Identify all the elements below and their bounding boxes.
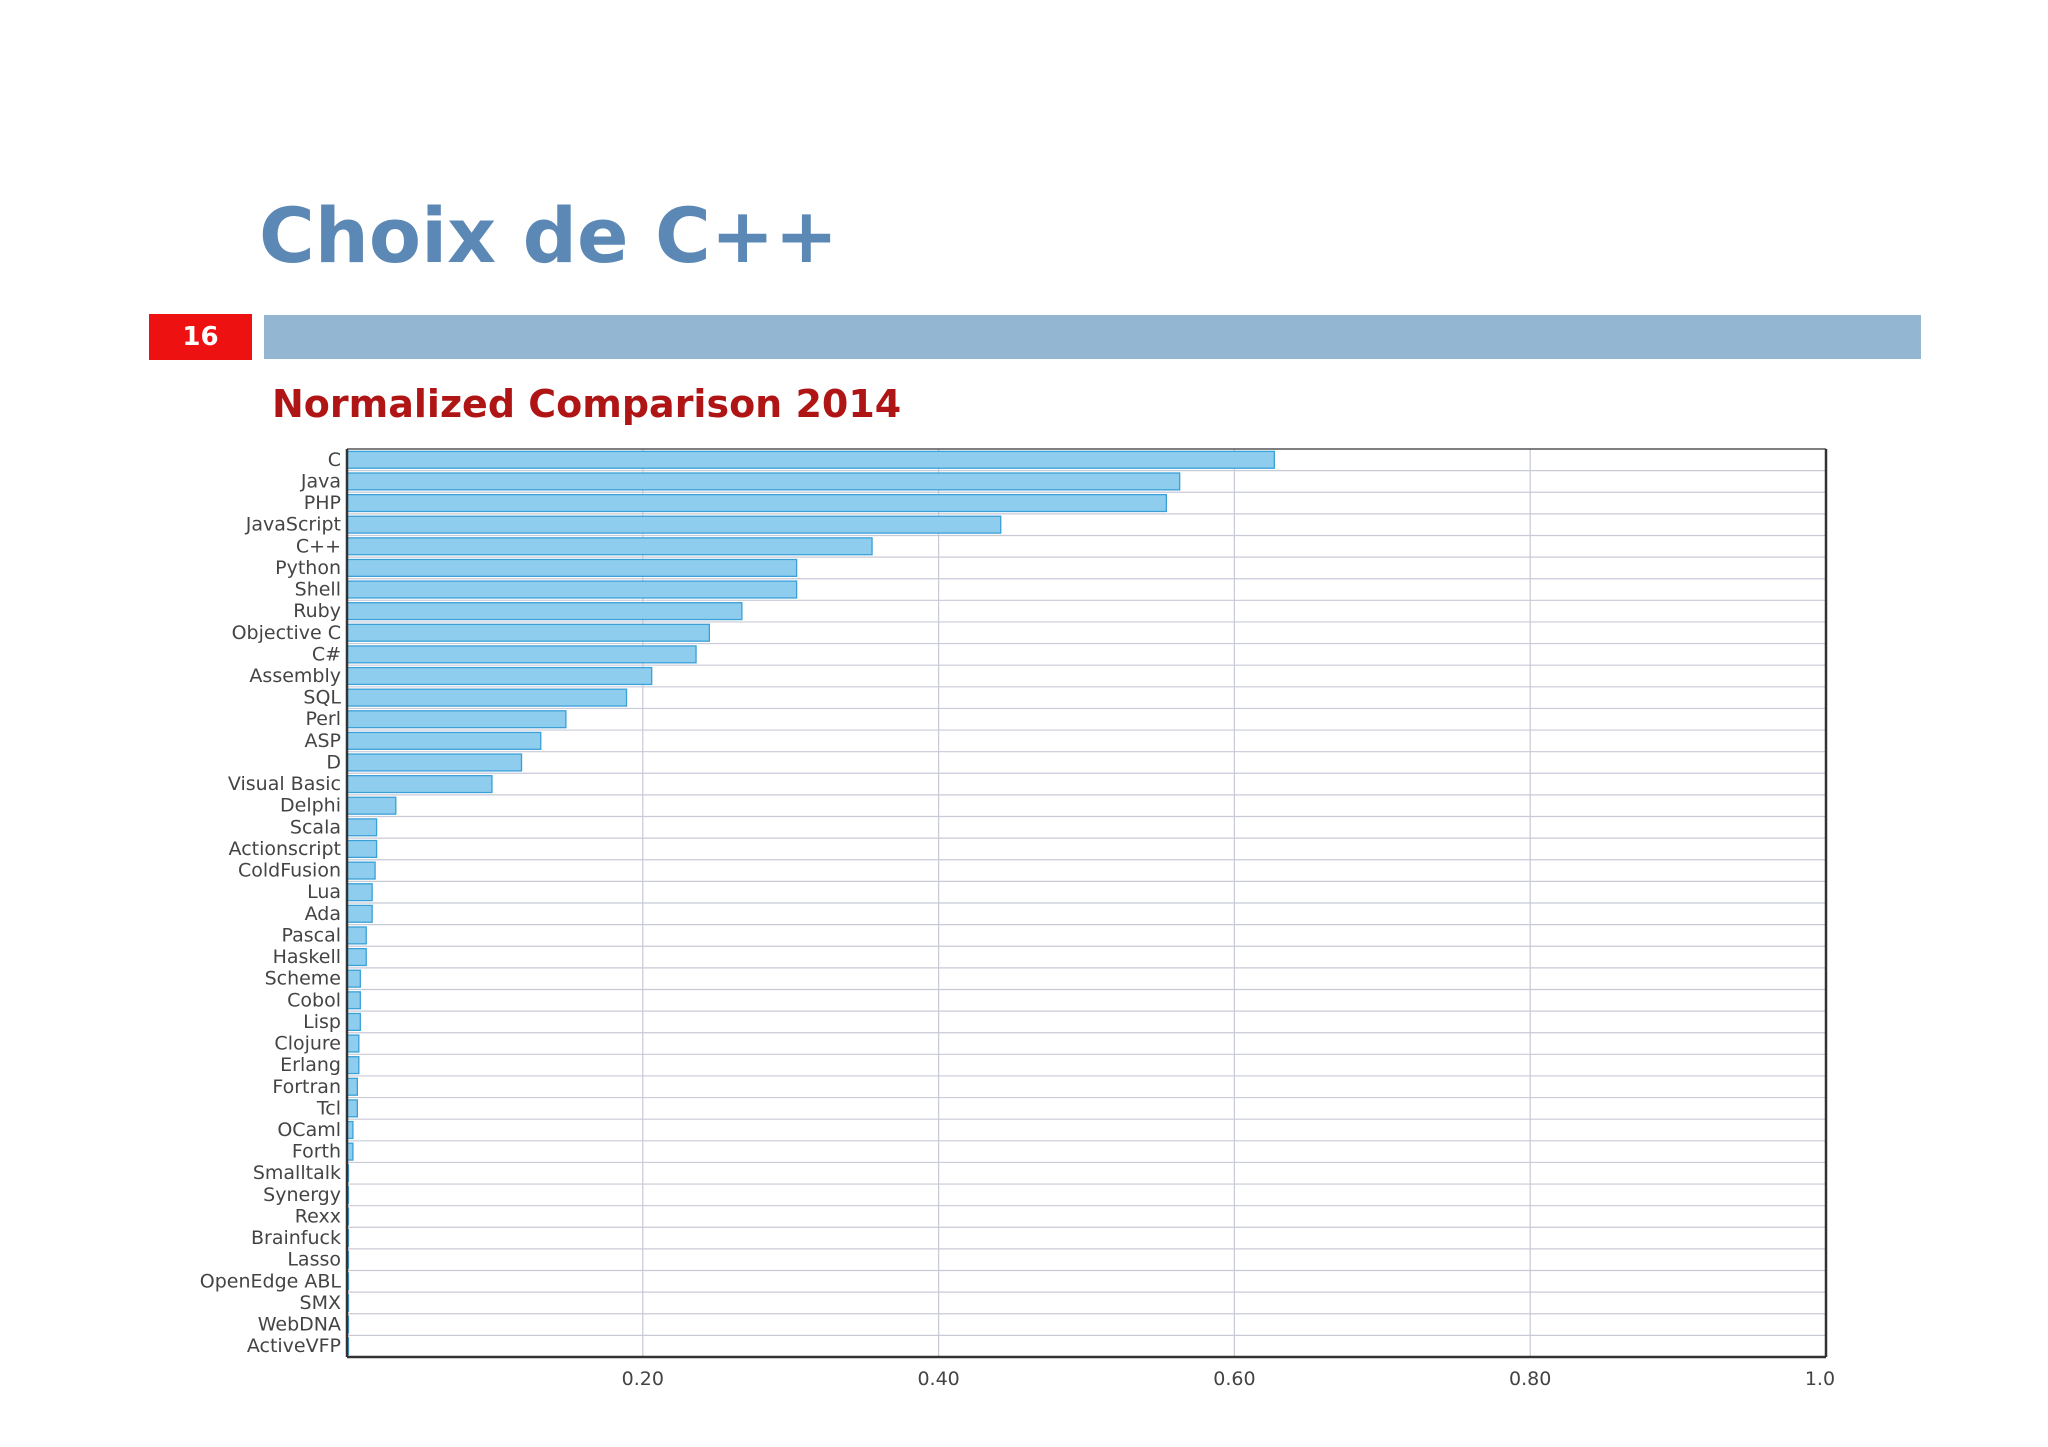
bar (346, 1056, 360, 1075)
category-label: Rexx (295, 1205, 341, 1227)
bar (346, 580, 798, 599)
bar (346, 926, 367, 945)
category-label: Scala (290, 816, 341, 838)
bar (346, 796, 397, 815)
x-tick-label: 1.00 (1805, 1368, 1847, 1390)
category-label: ActiveVFP (247, 1335, 341, 1357)
category-label: WebDNA (258, 1314, 341, 1336)
category-label: Visual Basic (228, 773, 341, 795)
bar (346, 645, 697, 664)
bar (346, 515, 1002, 534)
bar (346, 775, 493, 794)
bar (346, 493, 1168, 513)
bar (346, 1099, 359, 1118)
bar (346, 623, 711, 642)
category-label: Python (275, 557, 341, 579)
category-label: Assembly (249, 665, 341, 687)
bar (346, 731, 542, 750)
category-label: Forth (292, 1141, 341, 1163)
category-label: Ruby (293, 600, 341, 622)
category-label: ColdFusion (238, 860, 341, 882)
category-label: Actionscript (229, 838, 341, 860)
bar (346, 991, 361, 1010)
bar (346, 861, 376, 880)
category-label: Clojure (274, 1033, 341, 1055)
bar (346, 818, 378, 837)
bar (346, 1012, 361, 1031)
category-label: Ada (305, 903, 341, 925)
category-label: OCaml (277, 1119, 341, 1141)
bars (346, 450, 1275, 1356)
category-label: SMX (300, 1292, 341, 1314)
bar (346, 602, 743, 621)
category-label: SQL (303, 687, 341, 709)
bar (346, 1077, 359, 1096)
header-bar (264, 315, 1921, 359)
slide-title: Choix de C++ (259, 191, 839, 280)
category-label: Shell (295, 579, 341, 601)
category-label: C (328, 449, 341, 471)
category-label: Pascal (281, 924, 341, 946)
category-label: Scheme (265, 968, 341, 990)
x-tick-label: 0.60 (1213, 1368, 1255, 1390)
bar (346, 450, 1275, 469)
category-label: C++ (296, 535, 341, 557)
category-label: Perl (305, 708, 341, 730)
category-label: Lasso (287, 1249, 341, 1271)
bar (346, 537, 873, 556)
x-tick-label: 0.40 (917, 1368, 959, 1390)
category-label: Tcl (316, 1097, 341, 1119)
x-tick-labels: 0.20 0.40 0.60 0.80 1.00 (622, 1368, 1847, 1390)
category-label: C# (312, 643, 341, 665)
category-label: PHP (304, 492, 341, 514)
bar (346, 904, 373, 923)
category-label: Smalltalk (253, 1162, 341, 1184)
slide-number-badge: 16 (149, 314, 252, 360)
bar (346, 472, 1181, 491)
bar (346, 710, 567, 729)
category-label: Erlang (280, 1054, 341, 1076)
bar (346, 883, 373, 902)
bar (346, 666, 653, 686)
bar (346, 839, 378, 859)
category-label: Fortran (272, 1076, 341, 1098)
grid-lines (347, 449, 1826, 1357)
category-label: Lisp (303, 1011, 341, 1033)
category-label: Objective C (232, 622, 341, 644)
category-label: Haskell (273, 946, 341, 968)
bar (346, 688, 628, 707)
category-label: Lua (307, 881, 341, 903)
category-label: Java (300, 470, 341, 492)
bar (346, 969, 361, 988)
axes (345, 448, 1828, 1359)
x-tick-label: 0.20 (622, 1368, 664, 1390)
category-label: Brainfuck (251, 1227, 341, 1249)
category-label: JavaScript (245, 514, 341, 536)
bar (346, 558, 798, 577)
category-label: Delphi (280, 795, 341, 817)
bar (346, 753, 523, 772)
category-label: ASP (304, 730, 341, 752)
x-tick-label: 0.80 (1509, 1368, 1551, 1390)
bar (346, 947, 367, 967)
category-labels: CJavaPHPJavaScriptC++PythonShellRubyObje… (200, 449, 342, 1357)
chart-title: Normalized Comparison 2014 (272, 382, 902, 426)
bar (346, 1034, 360, 1053)
category-label: Synergy (263, 1184, 341, 1206)
category-label: D (326, 751, 341, 773)
category-label: Cobol (287, 989, 341, 1011)
category-label: OpenEdge ABL (200, 1270, 342, 1292)
